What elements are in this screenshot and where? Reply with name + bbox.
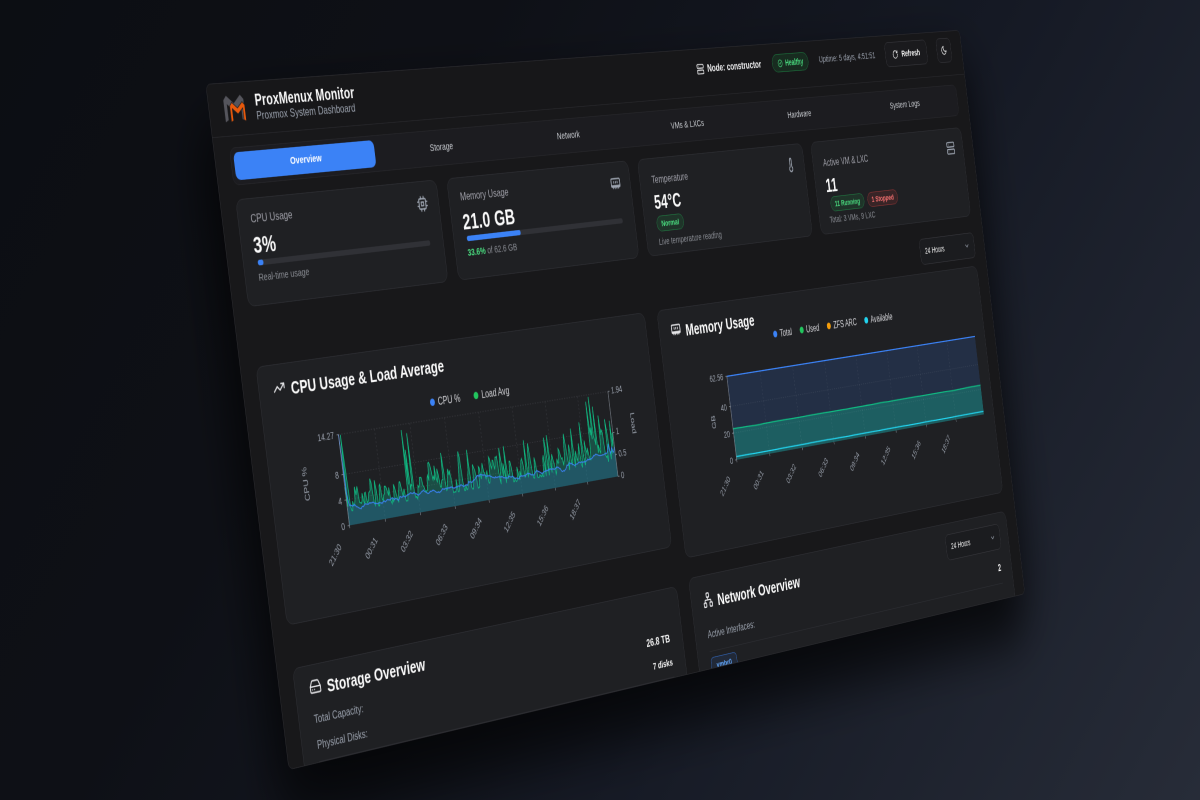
svg-text:4: 4 <box>338 495 343 507</box>
svg-text:15:36: 15:36 <box>910 438 921 461</box>
svg-text:06:33: 06:33 <box>434 522 449 548</box>
svg-text:20: 20 <box>723 429 730 440</box>
svg-text:09:34: 09:34 <box>469 515 484 541</box>
svg-text:00:31: 00:31 <box>752 468 765 492</box>
svg-text:18:37: 18:37 <box>568 497 582 522</box>
svg-text:06:33: 06:33 <box>817 456 829 479</box>
svg-text:0: 0 <box>620 470 624 481</box>
svg-text:8: 8 <box>334 470 339 482</box>
svg-text:21:30: 21:30 <box>719 474 732 498</box>
svg-text:Load: Load <box>629 412 638 434</box>
svg-text:03:32: 03:32 <box>785 462 797 486</box>
svg-text:14.27: 14.27 <box>317 430 335 444</box>
svg-text:1: 1 <box>615 426 619 437</box>
svg-text:CPU %: CPU % <box>300 467 312 502</box>
svg-text:1.94: 1.94 <box>610 383 622 395</box>
svg-text:12:35: 12:35 <box>502 509 516 535</box>
svg-text:18:37: 18:37 <box>940 433 951 456</box>
svg-text:0: 0 <box>341 521 346 533</box>
svg-text:00:31: 00:31 <box>364 535 379 561</box>
svg-text:21:30: 21:30 <box>327 542 343 569</box>
svg-text:62.56: 62.56 <box>709 372 724 384</box>
svg-text:40: 40 <box>720 402 727 413</box>
svg-text:0: 0 <box>729 456 733 467</box>
svg-text:09:34: 09:34 <box>849 450 861 473</box>
svg-text:0.5: 0.5 <box>618 447 627 459</box>
svg-text:12:35: 12:35 <box>880 444 892 467</box>
svg-text:15:36: 15:36 <box>536 503 550 528</box>
svg-text:03:32: 03:32 <box>399 528 414 554</box>
svg-text:GB: GB <box>710 415 718 430</box>
